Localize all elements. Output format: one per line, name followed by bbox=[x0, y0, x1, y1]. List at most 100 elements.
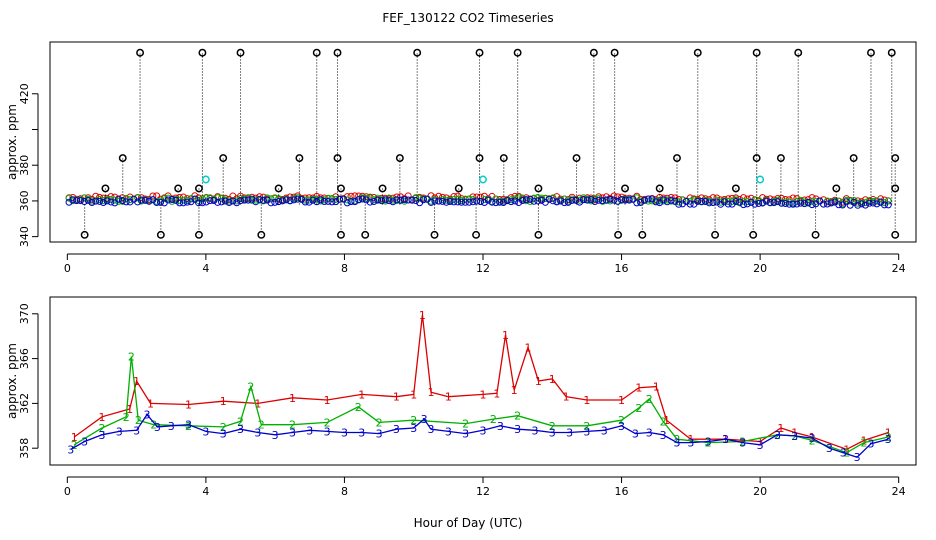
baseline-point bbox=[206, 197, 214, 205]
panel-top-x-axis: 0 4 8 12 16 20 24 bbox=[64, 253, 906, 275]
baseline-point bbox=[126, 193, 134, 201]
baseline-point bbox=[713, 196, 721, 204]
series-3-marker: 3 bbox=[254, 427, 261, 440]
baseline-point bbox=[778, 199, 786, 207]
baseline-point bbox=[766, 199, 774, 207]
x-tick-label: 0 bbox=[64, 262, 71, 275]
baseline-point bbox=[313, 198, 321, 206]
spike-bottom-point bbox=[534, 230, 543, 239]
cyan-points-point bbox=[201, 175, 210, 184]
spike-low-point bbox=[731, 184, 740, 193]
series-1-marker: 1 bbox=[185, 399, 192, 412]
x-tick-label: 20 bbox=[753, 485, 767, 498]
baseline-point bbox=[880, 199, 888, 207]
spike-high-point bbox=[610, 48, 619, 57]
series-1-marker: 1 bbox=[254, 397, 261, 410]
baseline-point bbox=[92, 197, 100, 205]
series-3-marker: 3 bbox=[220, 428, 227, 441]
baseline-point bbox=[370, 196, 378, 204]
baseline-point bbox=[820, 196, 828, 204]
x-tick-label: 16 bbox=[615, 485, 629, 498]
series-3-marker: 3 bbox=[514, 423, 521, 436]
baseline-point bbox=[320, 198, 328, 206]
spike-bottom-point bbox=[711, 230, 720, 239]
x-tick-label: 12 bbox=[476, 485, 490, 498]
spike-mid-point bbox=[475, 154, 484, 163]
series-1-marker: 1 bbox=[289, 392, 296, 405]
series-1-marker: 1 bbox=[663, 414, 670, 427]
series-3-marker: 3 bbox=[705, 435, 712, 448]
baseline-point bbox=[107, 195, 115, 203]
series-3-marker: 3 bbox=[480, 424, 487, 437]
series-3-marker: 3 bbox=[722, 433, 729, 446]
baseline-point bbox=[423, 195, 431, 203]
baseline-point bbox=[553, 198, 561, 206]
baseline-point bbox=[854, 199, 862, 207]
baseline-point bbox=[488, 198, 496, 206]
spike-high-point bbox=[513, 48, 522, 57]
baseline-point bbox=[873, 200, 881, 208]
baseline-point bbox=[484, 196, 492, 204]
series-1-marker: 1 bbox=[535, 375, 542, 388]
baseline-point bbox=[709, 199, 717, 207]
baseline-point bbox=[659, 194, 667, 202]
series-3-marker: 3 bbox=[809, 432, 816, 445]
spike-low-point bbox=[655, 184, 664, 193]
series-3-marker: 3 bbox=[826, 442, 833, 455]
series-3-marker: 3 bbox=[757, 439, 764, 452]
baseline-point bbox=[717, 198, 725, 206]
baseline-point bbox=[739, 201, 747, 209]
series-2-marker: 2 bbox=[355, 401, 362, 414]
baseline-point bbox=[435, 197, 443, 205]
series-2-marker: 2 bbox=[549, 420, 556, 433]
baseline-point bbox=[884, 201, 892, 209]
series-3-marker: 3 bbox=[618, 420, 625, 433]
baseline-point bbox=[191, 195, 199, 203]
baseline-point bbox=[602, 196, 610, 204]
x-tick-label: 8 bbox=[341, 485, 348, 498]
spike-low-point bbox=[534, 184, 543, 193]
panel-top-ylabel: approx. ppm bbox=[5, 104, 19, 180]
baseline-point bbox=[183, 198, 191, 206]
baseline-point bbox=[366, 198, 374, 206]
series-3-marker: 3 bbox=[840, 447, 847, 460]
baseline-point bbox=[179, 199, 187, 207]
baseline-point bbox=[518, 197, 526, 205]
series-2-marker: 2 bbox=[885, 431, 892, 444]
baseline-point bbox=[336, 195, 344, 203]
baseline-point bbox=[820, 200, 828, 208]
baseline-point bbox=[339, 195, 347, 203]
baseline-point bbox=[583, 196, 591, 204]
series-1-marker: 1 bbox=[493, 387, 500, 400]
baseline-point bbox=[781, 200, 789, 208]
baseline-point bbox=[168, 195, 176, 203]
baseline-point bbox=[686, 200, 694, 208]
series-1-marker: 1 bbox=[687, 433, 694, 446]
baseline-point bbox=[496, 198, 504, 206]
baseline-point bbox=[477, 198, 485, 206]
series-2-marker: 2 bbox=[71, 439, 78, 452]
spike-mid-point bbox=[891, 154, 900, 163]
cyan-points-point bbox=[756, 175, 765, 184]
baseline-point bbox=[347, 192, 355, 200]
series-2-marker: 2 bbox=[462, 418, 469, 431]
baseline-point bbox=[290, 196, 298, 204]
series-1-marker: 1 bbox=[358, 388, 365, 401]
series-2-marker: 2 bbox=[660, 415, 667, 428]
series-3-marker: 3 bbox=[421, 413, 428, 426]
y-tick-label: 420 bbox=[18, 83, 31, 104]
series-3-marker: 3 bbox=[660, 429, 667, 442]
series-1-marker: 1 bbox=[635, 382, 642, 395]
series-2-marker: 2 bbox=[861, 437, 868, 450]
series-1-marker: 1 bbox=[885, 427, 892, 440]
series-3-marker: 3 bbox=[774, 429, 781, 442]
series-2-marker: 2 bbox=[673, 433, 680, 446]
series-3-marker: 3 bbox=[272, 429, 279, 442]
panel-top: 0 4 8 12 16 20 24 340 360 380 420 approx. ppm bbox=[5, 41, 917, 275]
baseline-point bbox=[701, 198, 709, 206]
x-axis-label: Hour of Day (UTC) bbox=[414, 516, 523, 530]
spike-high-point bbox=[589, 48, 598, 57]
baseline-point bbox=[168, 197, 176, 205]
baseline-point bbox=[229, 197, 237, 205]
series-1-line bbox=[73, 314, 889, 451]
